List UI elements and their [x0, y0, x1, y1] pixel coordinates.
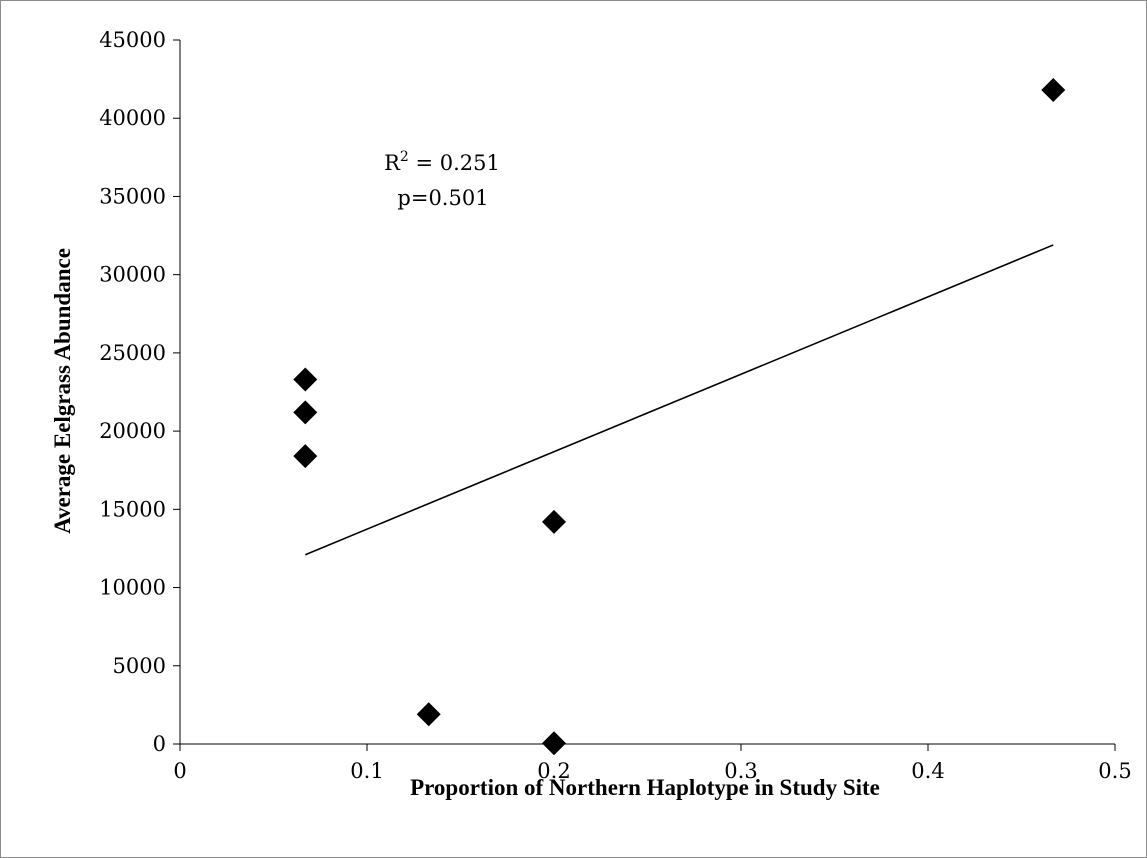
data-point — [542, 509, 566, 534]
data-point — [293, 367, 318, 392]
p-value-label: p=0.501 — [397, 186, 488, 210]
data-point — [293, 444, 318, 469]
y-tick-label: 45000 — [99, 28, 166, 52]
y-axis-ticks: 0 5000 10000 15000 20000 25000 30000 35000 40000… — [99, 28, 180, 756]
trendline — [304, 244, 1054, 556]
y-tick-label: 25000 — [99, 341, 166, 365]
data-point — [542, 731, 566, 756]
y-tick-label: 10000 — [99, 576, 166, 600]
data-point — [293, 400, 318, 425]
x-tick-label: 0.2 — [537, 759, 570, 783]
r-squared-label: R2 = 0.251 — [384, 149, 500, 175]
x-tick-label: 0.3 — [724, 759, 757, 783]
y-tick-label: 15000 — [99, 497, 166, 521]
y-tick-label: 40000 — [99, 106, 166, 130]
y-tick-label: 5000 — [113, 654, 166, 678]
x-axis-title: Proportion of Northern Haplotype in Stud… — [410, 775, 880, 800]
x-tick-label: 0.4 — [911, 759, 944, 783]
x-tick-label: 0 — [173, 759, 186, 783]
y-axis-title: Average Eelgrass Abundance — [50, 248, 75, 534]
y-tick-label: 35000 — [99, 184, 166, 208]
data-point — [416, 702, 441, 727]
x-axis-ticks: 0 0.1 0.2 0.3 0.4 0.5 — [173, 744, 1132, 783]
y-tick-label: 0 — [153, 732, 166, 756]
x-tick-label: 0.5 — [1098, 759, 1131, 783]
data-point — [1041, 78, 1066, 103]
y-tick-label: 30000 — [99, 263, 166, 287]
x-tick-label: 0.1 — [350, 759, 383, 783]
data-points — [293, 78, 1066, 756]
y-tick-label: 20000 — [99, 419, 166, 443]
